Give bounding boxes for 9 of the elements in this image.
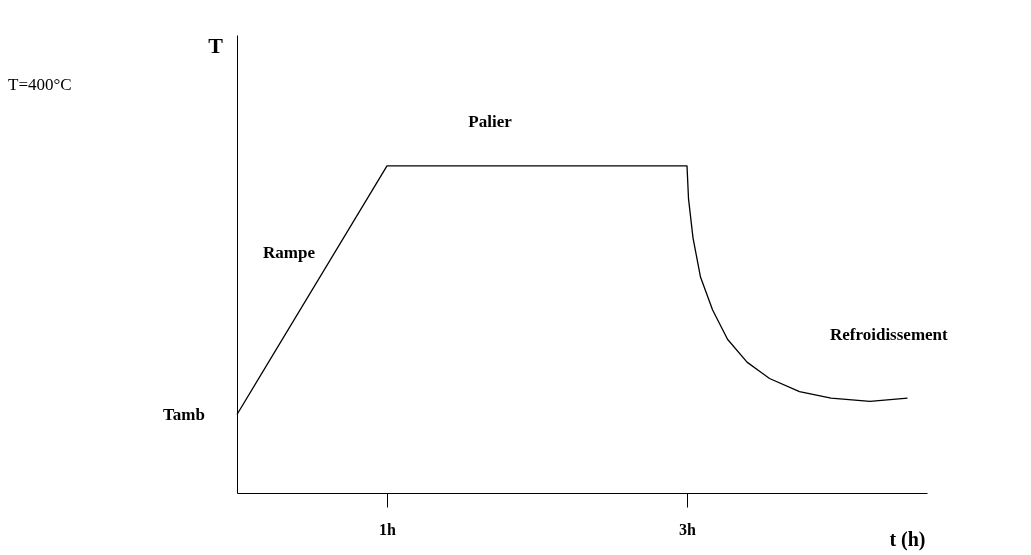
text: Tamb	[163, 405, 205, 424]
annotation: Rampe	[263, 243, 316, 262]
x-tick-label: 1h	[379, 520, 397, 538]
text: T=400°C	[8, 75, 72, 94]
x-tick-label: 3h	[679, 520, 697, 538]
annotation: Refroidissement	[830, 325, 949, 344]
x-axis-title: t (h)	[889, 527, 926, 551]
y-axis-title: T	[208, 32, 224, 58]
text: Palier	[468, 112, 513, 131]
